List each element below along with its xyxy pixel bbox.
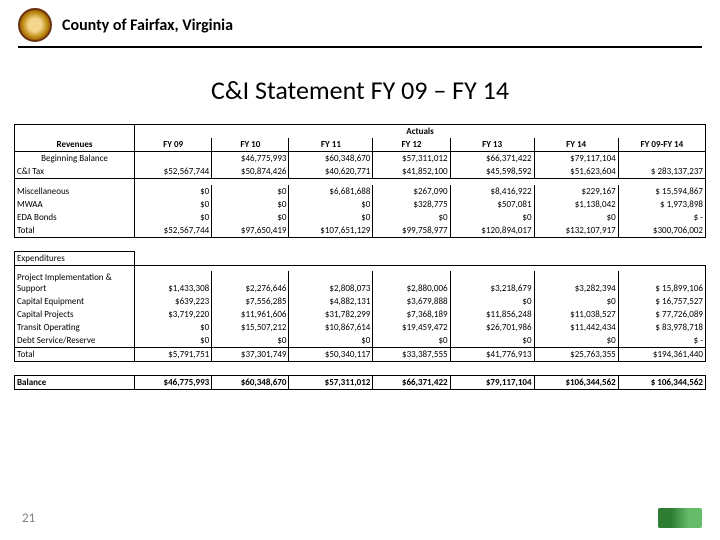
expenditures-header: Expenditures: [15, 251, 135, 265]
table-row: Miscellaneous $0 $0 $6,681,688 $267,090 …: [15, 185, 706, 198]
page-header: County of Fairfax, Virginia: [0, 0, 720, 46]
table-row: Capital Equipment $639,223 $7,556,285 $4…: [15, 295, 706, 308]
table-row: Transit Operating $0 $15,507,212 $10,867…: [15, 321, 706, 334]
statement-table: Actuals Revenues FY 09 FY 10 FY 11 FY 12…: [0, 124, 720, 390]
table-row: Total $52,567,744 $97,650,419 $107,651,1…: [15, 224, 706, 238]
fcdot-logo-icon: [658, 508, 702, 528]
table-row: Total $5,791,751 $37,301,749 $50,340,117…: [15, 348, 706, 362]
table-row: MWAA $0 $0 $0 $328,775 $507,081 $1,138,0…: [15, 198, 706, 211]
table-row: C&I Tax $52,567,744 $50,874,426 $40,620,…: [15, 165, 706, 179]
page-title: C&I Statement FY 09 – FY 14: [0, 74, 720, 106]
table-row: Capital Projects $3,719,220 $11,961,606 …: [15, 308, 706, 321]
balance-row: Balance $46,775,993 $60,348,670 $57,311,…: [15, 376, 706, 390]
actuals-header: Actuals: [135, 125, 706, 139]
table-row: Project Implementation & Support $1,433,…: [15, 271, 706, 295]
header-divider: [18, 46, 702, 48]
table-row: Debt Service/Reserve $0 $0 $0 $0 $0 $0 $…: [15, 334, 706, 348]
revenues-header: Revenues: [15, 138, 135, 152]
county-seal-icon: [18, 8, 52, 42]
table-row: Beginning Balance $46,775,993 $60,348,67…: [15, 152, 706, 166]
org-name: County of Fairfax, Virginia: [62, 16, 233, 35]
page-number: 21: [22, 511, 35, 526]
table-row: EDA Bonds $0 $0 $0 $0 $0 $0 $ -: [15, 211, 706, 224]
